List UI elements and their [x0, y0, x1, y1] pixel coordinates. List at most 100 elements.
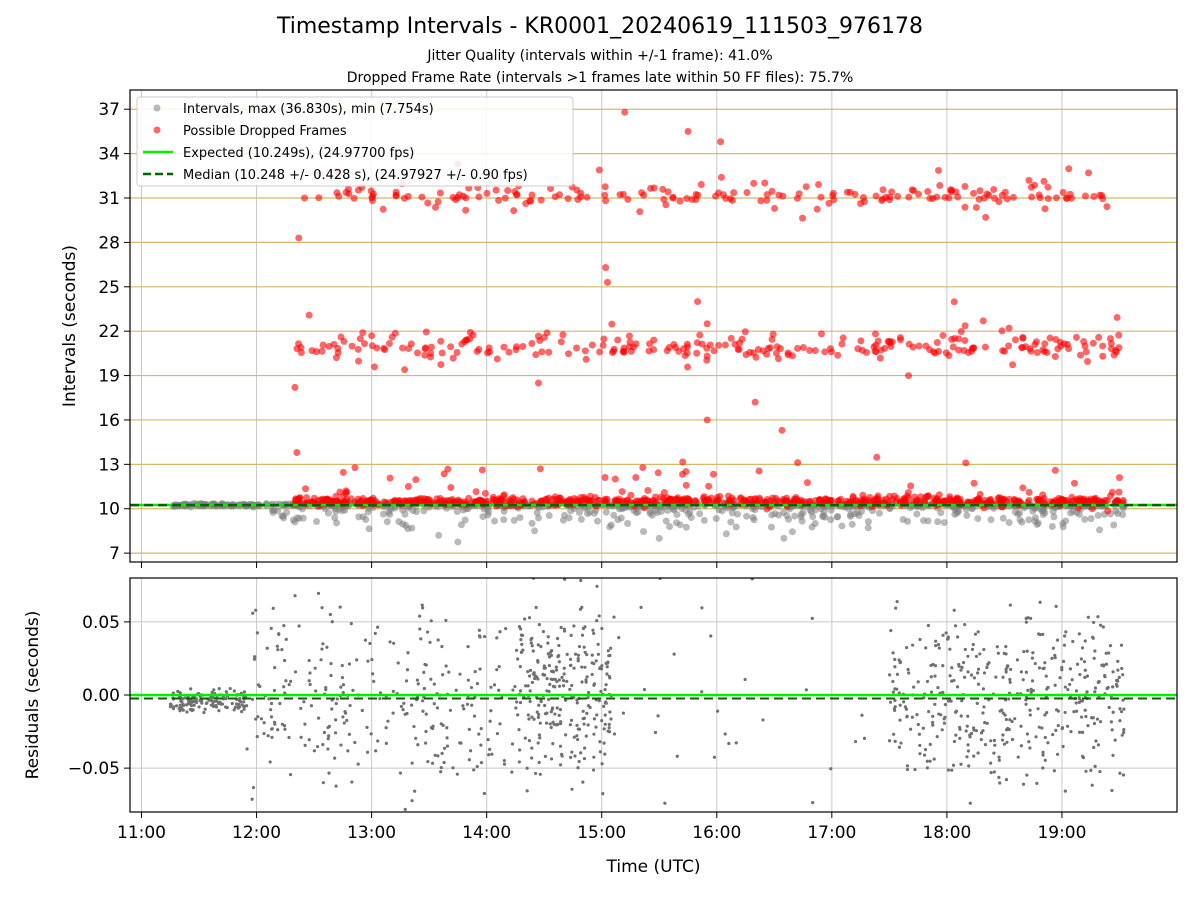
dropped-frame-point — [638, 497, 646, 505]
dropped-frame-point — [788, 352, 796, 360]
residual-point — [974, 654, 979, 659]
dropped-frame-point — [332, 498, 340, 506]
residual-point — [498, 630, 502, 634]
dropped-frame-point — [817, 193, 825, 201]
dropped-frame-point — [498, 497, 506, 505]
residual-point — [293, 594, 297, 598]
residual-point — [451, 766, 455, 770]
residual-point — [561, 684, 566, 688]
residual-point — [543, 703, 547, 708]
residual-point — [579, 751, 583, 755]
residual-point — [316, 591, 321, 595]
residual-point — [366, 659, 370, 663]
residual-point — [600, 719, 604, 723]
residual-point — [253, 655, 257, 659]
residual-point — [1033, 661, 1037, 666]
dropped-frame-point — [896, 334, 904, 342]
dropped-frame-point — [513, 496, 521, 504]
residual-point — [556, 655, 560, 659]
residual-point — [258, 684, 262, 689]
residual-point — [424, 729, 428, 734]
dropped-frame-point — [412, 476, 420, 484]
residual-point — [829, 767, 833, 771]
residual-point — [949, 699, 953, 703]
residual-point — [889, 629, 893, 633]
dropped-frame-point — [1107, 345, 1115, 353]
residual-point — [983, 721, 987, 725]
dropped-frame-point — [473, 347, 481, 355]
dropped-frame-point — [608, 320, 616, 328]
residual-point — [557, 678, 561, 682]
residual-point — [605, 672, 609, 676]
residual-point — [421, 699, 425, 703]
residual-point — [525, 766, 529, 770]
residual-point — [513, 684, 517, 689]
residual-point — [224, 690, 228, 694]
residual-point — [986, 662, 990, 666]
residual-point — [607, 726, 611, 730]
residual-point — [592, 732, 596, 736]
residual-point — [898, 703, 902, 707]
residual-point — [639, 605, 643, 609]
residual-point — [581, 780, 585, 784]
residual-point — [989, 761, 993, 765]
dropped-frame-point — [424, 199, 432, 207]
residual-point — [176, 689, 180, 693]
residual-point — [398, 771, 403, 775]
dropped-frame-point — [1080, 338, 1088, 346]
residual-point — [723, 732, 727, 736]
dropped-frame-point — [684, 363, 692, 371]
residual-point — [392, 641, 396, 645]
interval-point — [457, 521, 465, 529]
dropped-frame-point — [914, 496, 922, 504]
dropped-frame-point — [727, 334, 735, 342]
dropped-frame-point — [1026, 345, 1034, 353]
residual-point — [953, 624, 958, 628]
residual-point — [321, 781, 325, 785]
residual-point — [1041, 632, 1045, 636]
dropped-frame-point — [722, 194, 730, 202]
residual-point — [495, 731, 500, 736]
dropped-frame-point — [367, 187, 375, 195]
residual-point — [551, 720, 555, 724]
residual-point — [975, 701, 979, 705]
residual-point — [528, 699, 532, 704]
interval-point — [399, 520, 407, 528]
residual-point — [1024, 616, 1028, 620]
residual-point — [228, 686, 232, 691]
residual-point — [526, 713, 530, 717]
residual-point — [537, 733, 542, 737]
dropped-frame-point — [931, 494, 939, 502]
residual-point — [1005, 665, 1009, 669]
residual-point — [320, 647, 324, 651]
residual-point — [339, 685, 343, 689]
residual-point — [303, 722, 307, 726]
residual-point — [897, 745, 902, 749]
residual-point — [963, 622, 967, 627]
residual-point — [558, 744, 563, 748]
residual-point — [1084, 714, 1088, 719]
dropped-frame-point — [434, 198, 442, 206]
interval-point — [531, 527, 539, 535]
dropped-frame-point — [585, 497, 593, 505]
residual-point — [363, 638, 368, 642]
residual-point — [537, 703, 541, 707]
residual-point — [1021, 782, 1026, 786]
legend-entry: Possible Dropped Frames — [183, 124, 347, 139]
dropped-frame-point — [854, 345, 862, 353]
residual-point — [576, 727, 580, 731]
dropped-frame-point — [797, 496, 805, 504]
dropped-frame-point — [573, 344, 581, 352]
bottom-xtick-label: 18:00 — [922, 823, 971, 843]
dropped-frame-point — [436, 189, 444, 197]
residual-point — [918, 637, 922, 642]
residual-point — [326, 737, 330, 741]
interval-point — [1062, 517, 1070, 525]
residual-point — [970, 647, 975, 651]
residual-point — [536, 677, 540, 681]
residual-point — [203, 707, 207, 711]
residual-point — [553, 677, 557, 681]
residual-point — [282, 623, 286, 628]
residual-point — [960, 699, 964, 703]
residual-point — [564, 733, 568, 737]
